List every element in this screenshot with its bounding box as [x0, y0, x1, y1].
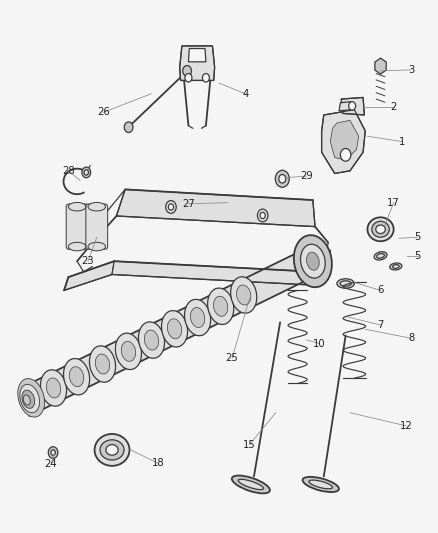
Ellipse shape: [18, 378, 45, 417]
Ellipse shape: [372, 221, 389, 237]
Ellipse shape: [121, 341, 136, 361]
Polygon shape: [188, 49, 206, 62]
Polygon shape: [339, 102, 352, 111]
Circle shape: [82, 167, 91, 177]
Ellipse shape: [88, 203, 106, 211]
Text: 27: 27: [182, 199, 195, 209]
Ellipse shape: [213, 296, 228, 316]
Ellipse shape: [238, 479, 264, 490]
Polygon shape: [330, 120, 359, 160]
Ellipse shape: [69, 367, 84, 387]
Ellipse shape: [100, 440, 124, 460]
Ellipse shape: [390, 263, 402, 270]
Text: 4: 4: [242, 88, 248, 99]
Text: 15: 15: [243, 440, 256, 450]
Ellipse shape: [89, 346, 116, 382]
Polygon shape: [375, 58, 386, 74]
Text: 23: 23: [82, 256, 94, 266]
Text: 24: 24: [45, 459, 57, 469]
Text: 26: 26: [97, 107, 110, 117]
Text: 17: 17: [387, 198, 400, 208]
Ellipse shape: [167, 319, 182, 339]
Ellipse shape: [374, 252, 387, 260]
FancyBboxPatch shape: [86, 204, 108, 249]
Text: 1: 1: [399, 136, 406, 147]
Ellipse shape: [68, 243, 86, 251]
Text: 6: 6: [378, 286, 384, 295]
Ellipse shape: [232, 475, 270, 494]
Ellipse shape: [337, 279, 354, 288]
Ellipse shape: [46, 378, 61, 398]
Text: 2: 2: [390, 102, 397, 112]
Ellipse shape: [191, 308, 205, 328]
Ellipse shape: [303, 477, 339, 492]
Circle shape: [340, 149, 351, 161]
Ellipse shape: [237, 285, 251, 305]
Circle shape: [260, 212, 265, 219]
Ellipse shape: [40, 370, 67, 406]
Ellipse shape: [64, 359, 90, 395]
Ellipse shape: [22, 390, 35, 408]
Circle shape: [349, 102, 356, 110]
Text: 3: 3: [408, 65, 414, 75]
Text: 29: 29: [300, 171, 313, 181]
FancyBboxPatch shape: [66, 204, 88, 249]
Ellipse shape: [376, 225, 385, 233]
Ellipse shape: [115, 333, 141, 369]
Polygon shape: [20, 247, 318, 416]
Circle shape: [258, 209, 268, 222]
Ellipse shape: [309, 480, 332, 489]
Ellipse shape: [367, 217, 394, 241]
Circle shape: [168, 204, 173, 210]
Circle shape: [183, 66, 191, 76]
Ellipse shape: [340, 281, 351, 286]
Text: 5: 5: [414, 251, 421, 261]
Ellipse shape: [48, 447, 58, 458]
Ellipse shape: [95, 434, 130, 466]
Ellipse shape: [377, 254, 385, 258]
Ellipse shape: [392, 264, 399, 269]
Polygon shape: [180, 46, 215, 80]
Ellipse shape: [231, 277, 257, 313]
Text: 18: 18: [152, 458, 164, 468]
Circle shape: [124, 122, 133, 133]
Circle shape: [84, 169, 88, 175]
Text: 28: 28: [62, 166, 75, 176]
Text: 12: 12: [400, 421, 413, 431]
Polygon shape: [341, 98, 364, 115]
Ellipse shape: [300, 244, 325, 278]
Text: 7: 7: [378, 320, 384, 330]
Ellipse shape: [23, 395, 30, 405]
Circle shape: [166, 200, 176, 213]
Circle shape: [202, 74, 209, 82]
Ellipse shape: [106, 445, 118, 455]
Ellipse shape: [184, 300, 211, 336]
Polygon shape: [112, 261, 315, 285]
Ellipse shape: [144, 330, 159, 350]
Ellipse shape: [68, 203, 86, 211]
Ellipse shape: [162, 311, 187, 347]
Circle shape: [276, 170, 289, 187]
Ellipse shape: [294, 235, 332, 287]
Ellipse shape: [95, 354, 110, 374]
Text: 8: 8: [408, 333, 414, 343]
Polygon shape: [64, 261, 114, 290]
Ellipse shape: [208, 288, 234, 325]
Circle shape: [185, 74, 192, 82]
Ellipse shape: [51, 450, 55, 455]
Text: 25: 25: [226, 353, 238, 363]
Text: 5: 5: [414, 232, 421, 243]
Text: 10: 10: [313, 338, 326, 349]
Circle shape: [279, 174, 286, 183]
Ellipse shape: [138, 322, 165, 358]
Ellipse shape: [20, 384, 39, 413]
Polygon shape: [321, 110, 365, 173]
Ellipse shape: [88, 243, 106, 251]
Ellipse shape: [307, 252, 319, 270]
Polygon shape: [117, 189, 315, 227]
